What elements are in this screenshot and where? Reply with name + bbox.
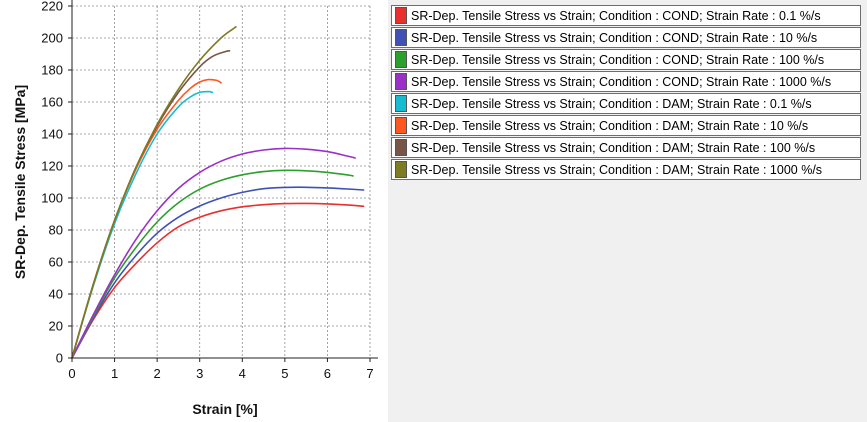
legend-item-5: SR-Dep. Tensile Stress vs Strain; Condit… [391,93,861,114]
legend-swatch [395,29,407,46]
y-tick-label: 100 [41,191,63,206]
legend-swatch [395,51,407,68]
chart-area: 0 1 2 3 4 5 6 7 0 20 40 60 80 100 120 140 160 180 200 220 S… [0,0,388,422]
series-line-8 [71,26,237,359]
y-tick-label: 60 [49,255,63,270]
legend-swatch [395,161,407,178]
legend-label: SR-Dep. Tensile Stress vs Strain; Condit… [411,30,818,45]
legend: SR-Dep. Tensile Stress vs Strain; Condit… [391,5,861,181]
legend-item-1: SR-Dep. Tensile Stress vs Strain; Condit… [391,5,861,26]
y-tick-label: 120 [41,159,63,174]
grid [72,5,371,358]
legend-item-6: SR-Dep. Tensile Stress vs Strain; Condit… [391,115,861,136]
y-tick-label: 180 [41,63,63,78]
legend-panel: SR-Dep. Tensile Stress vs Strain; Condit… [388,0,867,422]
y-tick-label: 160 [41,95,63,110]
x-tick-label: 0 [68,366,75,381]
series-lines [71,26,365,359]
legend-item-2: SR-Dep. Tensile Stress vs Strain; Condit… [391,27,861,48]
x-tick-label: 1 [111,366,118,381]
legend-item-4: SR-Dep. Tensile Stress vs Strain; Condit… [391,71,861,92]
legend-label: SR-Dep. Tensile Stress vs Strain; Condit… [411,74,832,89]
legend-label: SR-Dep. Tensile Stress vs Strain; Condit… [411,96,812,111]
legend-swatch [395,73,407,90]
axes [68,0,378,362]
series-line-4 [71,147,356,359]
legend-swatch [395,117,407,134]
line-chart: 0 1 2 3 4 5 6 7 0 20 40 60 80 100 120 140 160 180 200 220 S… [12,0,378,417]
y-tick-label: 220 [41,0,63,14]
y-tick-label: 20 [49,319,63,334]
y-tick-label: 80 [49,223,63,238]
x-tick-label: 7 [366,366,373,381]
x-tick-label: 6 [324,366,331,381]
legend-swatch [395,139,407,156]
tick-labels: 0 1 2 3 4 5 6 7 0 20 40 60 80 100 120 140 160 180 200 220 [41,0,373,381]
y-tick-label: 40 [49,287,63,302]
legend-item-3: SR-Dep. Tensile Stress vs Strain; Condit… [391,49,861,70]
legend-swatch [395,95,407,112]
legend-label: SR-Dep. Tensile Stress vs Strain; Condit… [411,52,825,67]
y-tick-label: 200 [41,31,63,46]
y-axis-title: SR-Dep. Tensile Stress [MPa] [12,85,28,279]
legend-label: SR-Dep. Tensile Stress vs Strain; Condit… [411,140,816,155]
y-tick-label: 140 [41,127,63,142]
legend-label: SR-Dep. Tensile Stress vs Strain; Condit… [411,118,809,133]
legend-swatch [395,7,407,24]
x-tick-label: 4 [239,366,246,381]
y-tick-label: 0 [56,351,63,366]
legend-label: SR-Dep. Tensile Stress vs Strain; Condit… [411,8,821,23]
series-line-1 [71,202,365,359]
x-tick-label: 2 [154,366,161,381]
legend-item-8: SR-Dep. Tensile Stress vs Strain; Condit… [391,159,861,180]
legend-item-7: SR-Dep. Tensile Stress vs Strain; Condit… [391,137,861,158]
series-line-3 [71,169,354,359]
x-axis-title: Strain [%] [192,401,257,417]
x-tick-label: 3 [196,366,203,381]
series-line-2 [71,186,365,359]
x-tick-label: 5 [281,366,288,381]
legend-label: SR-Dep. Tensile Stress vs Strain; Condit… [411,162,823,177]
